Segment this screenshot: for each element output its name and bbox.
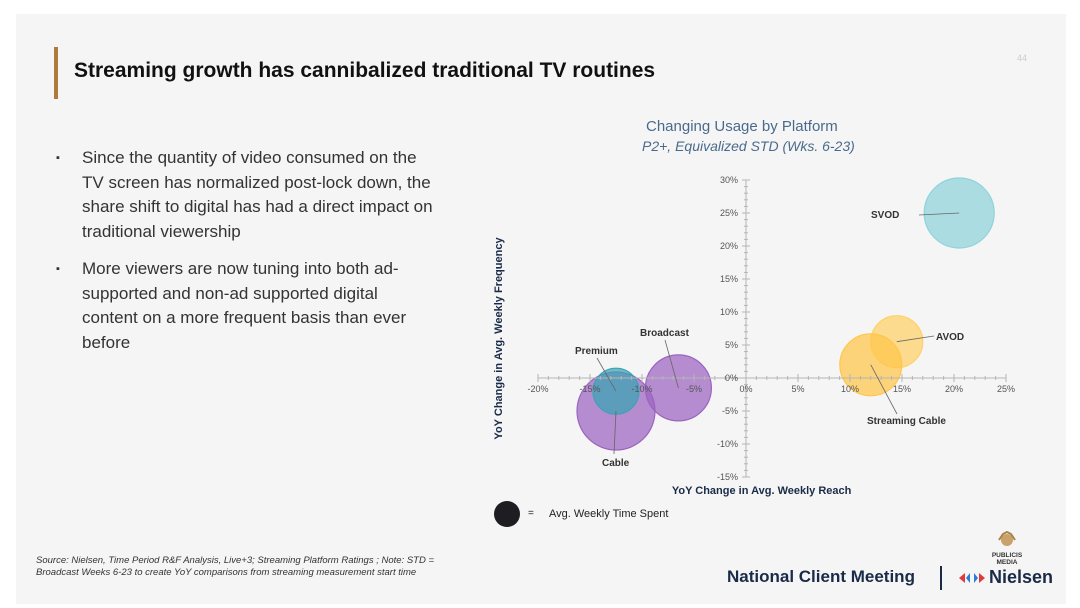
- bubble-label: Broadcast: [640, 328, 690, 339]
- slide-title: Streaming growth has cannibalized tradit…: [74, 59, 656, 82]
- bubble-label: AVOD: [936, 332, 964, 343]
- bullet-text: Since the quantity of video consumed on …: [82, 148, 433, 242]
- publicis-logo: PUBLICIS MEDIA: [982, 530, 1032, 566]
- x-tick-label: -20%: [527, 384, 548, 394]
- y-tick-label: 20%: [720, 241, 738, 251]
- title-accent-bar: [54, 47, 58, 99]
- y-tick-label: 25%: [720, 208, 738, 218]
- x-tick-label: -10%: [631, 384, 652, 394]
- leader-line: [870, 364, 898, 415]
- nielsen-name: Nielsen: [989, 567, 1054, 587]
- publicis-lion-icon: [998, 530, 1016, 546]
- x-tick-label: 15%: [893, 384, 911, 394]
- x-tick-label: 25%: [997, 384, 1015, 394]
- x-tick-label: 20%: [945, 384, 963, 394]
- x-tick-label: -5%: [686, 384, 702, 394]
- legend-bubble-icon: [494, 501, 520, 527]
- chart-title: Changing Usage by Platform: [646, 118, 838, 135]
- nielsen-logo: Nielsen: [958, 567, 1053, 588]
- nielsen-arrows-icon: [959, 572, 985, 583]
- bubble-label: SVOD: [871, 210, 899, 221]
- publicis-name: PUBLICIS: [991, 552, 1023, 559]
- chart-subtitle: P2+, Equivalized STD (Wks. 6-23): [642, 138, 855, 154]
- bubble-label: Streaming Cable: [867, 416, 946, 427]
- bullet-item: ▪ More viewers are now tuning into both a…: [54, 257, 434, 356]
- y-tick-label: -5%: [722, 406, 738, 416]
- y-tick-label: -10%: [717, 439, 738, 449]
- x-tick-label: -15%: [579, 384, 600, 394]
- bullet-text: More viewers are now tuning into both ad…: [82, 258, 407, 352]
- bubble-label: Premium: [575, 346, 618, 357]
- leader-line: [596, 357, 617, 392]
- bullet-list: ▪ Since the quantity of video consumed on…: [54, 146, 434, 368]
- y-tick-label: 30%: [720, 175, 738, 185]
- y-tick-label: 15%: [720, 274, 738, 284]
- y-tick-label: 5%: [725, 340, 738, 350]
- meeting-name: National Client Meeting: [727, 567, 915, 586]
- legend-label: Avg. Weekly Time Spent: [549, 508, 669, 520]
- source-note: Source: Nielsen, Time Period R&F Analysi…: [36, 555, 435, 578]
- leader-line: [664, 339, 679, 389]
- y-axis-title: YoY Change in Avg. Weekly Frequency: [493, 237, 505, 440]
- footer-divider: [940, 566, 942, 590]
- x-tick-label: 5%: [791, 384, 804, 394]
- legend-equals: =: [528, 508, 534, 519]
- bullet-square-icon: ▪: [56, 152, 60, 164]
- bubble-chart: -20% -15% -10% -5% 0% 5% 10% 15% 20% 25% -15% -10% -…: [493, 175, 1015, 497]
- x-tick-label: 0%: [739, 384, 752, 394]
- y-tick-label: 0%: [725, 373, 738, 383]
- x-tick-label: 10%: [841, 384, 859, 394]
- leader-line: [896, 335, 935, 343]
- bullet-square-icon: ▪: [56, 262, 60, 275]
- page-number: 44: [1017, 53, 1028, 63]
- y-tick-label: -15%: [717, 472, 738, 482]
- x-axis-title: YoY Change in Avg. Weekly Reach: [672, 485, 852, 497]
- bubble-streaming-cable: [839, 333, 903, 397]
- bubble-label: Cable: [602, 458, 630, 469]
- leader-line: [613, 410, 617, 455]
- bullet-item: ▪ Since the quantity of video consumed on…: [54, 146, 434, 245]
- publicis-media: MEDIA: [996, 559, 1018, 566]
- leader-line: [918, 212, 960, 216]
- slide: Streaming growth has cannibalized tradit…: [16, 14, 1066, 604]
- y-tick-label: 10%: [720, 307, 738, 317]
